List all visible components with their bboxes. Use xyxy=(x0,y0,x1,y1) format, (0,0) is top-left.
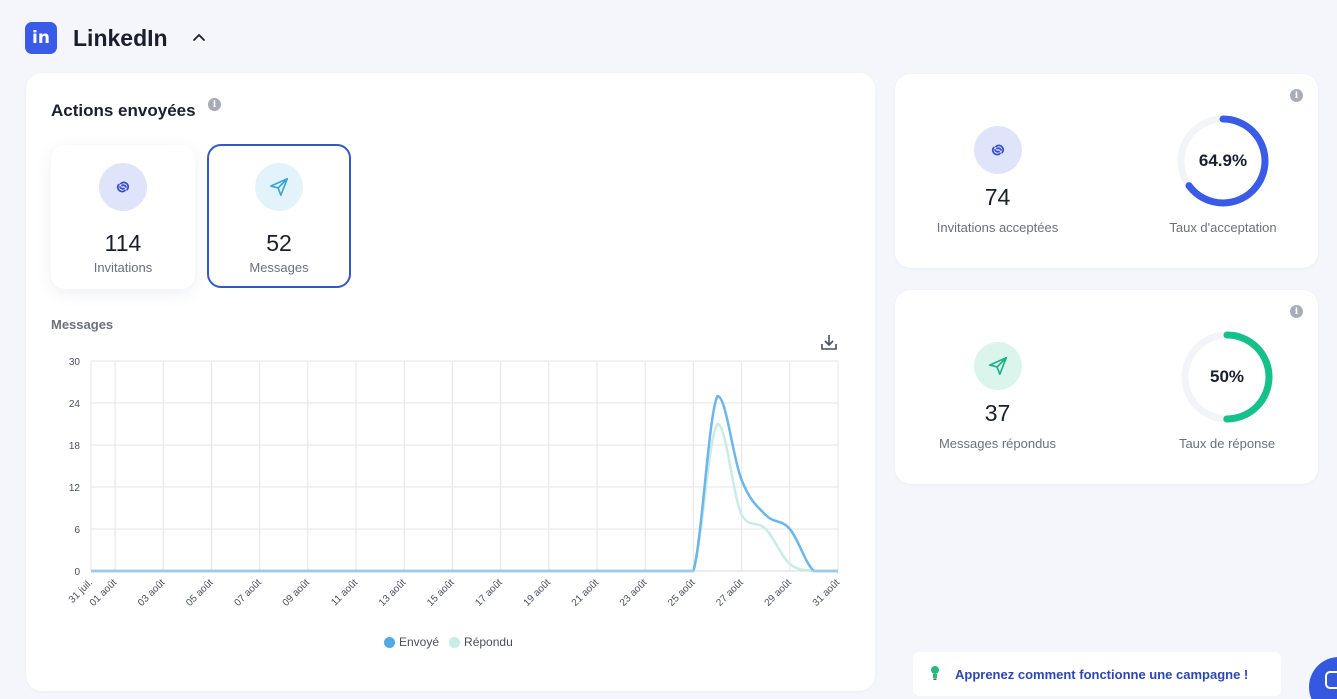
page-header: in LinkedIn xyxy=(25,22,208,54)
actions-title: Actions envoyées xyxy=(51,101,196,120)
link-icon xyxy=(99,163,147,211)
send-icon xyxy=(973,342,1022,390)
help-campaign-link[interactable]: Apprenez comment fonctionne une campagne… xyxy=(913,652,1281,696)
messages-count: 52 xyxy=(266,230,292,256)
x-tick-label: 01 août xyxy=(88,577,120,609)
chat-support-button[interactable] xyxy=(1309,657,1337,699)
x-tick-label: 07 août xyxy=(232,577,264,609)
actions-card: Actions envoyées i 114 Invitations 52 Me… xyxy=(26,73,875,691)
legend-label: Répondu xyxy=(464,635,513,649)
ring-progress xyxy=(1177,115,1269,207)
info-icon[interactable]: i xyxy=(1290,89,1303,102)
download-button[interactable] xyxy=(819,332,839,352)
legend-dot xyxy=(449,636,461,648)
ring-progress xyxy=(1181,331,1273,423)
x-tick-label: 23 août xyxy=(618,577,650,609)
messages-replied-label: Messages répondus xyxy=(938,436,1057,451)
x-tick-label: 13 août xyxy=(377,577,409,609)
messages-replied-block: 37 Messages répondus xyxy=(920,342,1075,451)
page-title: LinkedIn xyxy=(73,24,168,51)
invitations-accepted-block: 74 Invitations acceptées xyxy=(920,126,1075,235)
legend-dot xyxy=(384,636,395,648)
x-tick-label: 21 août xyxy=(570,577,602,609)
messages-label: Messages xyxy=(249,260,309,275)
linkedin-logo-icon: in xyxy=(25,22,57,54)
x-tick-label: 31 août xyxy=(811,577,843,609)
collapse-toggle-button[interactable] xyxy=(190,29,208,47)
series-line-envoye xyxy=(91,394,838,573)
x-tick-label: 25 août xyxy=(666,577,698,609)
invitations-accepted-label: Invitations acceptées xyxy=(936,220,1059,235)
legend-label: Envoyé xyxy=(399,635,440,649)
y-tick-label: 0 xyxy=(74,567,80,578)
legend-item-repondu[interactable]: Répondu xyxy=(449,635,513,649)
invitations-accepted-count: 74 xyxy=(984,184,1011,210)
response-rate-value: 50% xyxy=(1209,367,1245,386)
send-icon xyxy=(255,163,303,211)
invitations-kpi-card: i 74 Invitations acceptées 64.9% Taux d'… xyxy=(895,74,1318,268)
y-tick-label: 6 xyxy=(74,525,80,536)
x-tick-label: 17 août xyxy=(473,577,505,609)
y-tick-label: 12 xyxy=(69,483,81,494)
lightbulb-icon xyxy=(929,665,941,684)
invitations-tile[interactable]: 114 Invitations xyxy=(51,145,195,289)
messages-tile[interactable]: 52 Messages xyxy=(207,144,351,288)
chart-legend: Envoyé Répondu xyxy=(384,635,513,649)
chevron-up-icon xyxy=(192,33,205,41)
x-tick-label: 19 août xyxy=(522,577,554,609)
help-campaign-text: Apprenez comment fonctionne une campagne… xyxy=(955,666,1249,682)
y-tick-label: 24 xyxy=(69,399,81,410)
x-tick-label: 27 août xyxy=(714,577,746,609)
acceptance-rate-label: Taux d'acceptation xyxy=(1169,220,1277,235)
acceptance-rate-ring: 64.9% xyxy=(1173,111,1273,211)
response-rate-ring: 50% xyxy=(1177,327,1277,427)
chat-icon xyxy=(1325,671,1337,689)
y-tick-label: 30 xyxy=(69,357,81,368)
x-tick-label: 15 août xyxy=(425,577,457,609)
x-tick-label: 09 août xyxy=(281,577,313,609)
series-line-repondu xyxy=(91,422,838,573)
x-tick-label: 29 août xyxy=(763,577,795,609)
info-icon[interactable]: i xyxy=(1290,305,1303,318)
x-tick-label: 03 août xyxy=(136,577,168,609)
response-rate-label: Taux de réponse xyxy=(1178,436,1276,451)
download-icon xyxy=(821,335,837,350)
invitations-count: 114 xyxy=(104,230,142,256)
x-tick-label: 05 août xyxy=(184,577,216,609)
info-icon[interactable]: i xyxy=(208,98,221,111)
link-icon xyxy=(973,126,1022,174)
chart-title: Messages xyxy=(51,317,114,332)
x-tick-label: 11 août xyxy=(329,577,360,608)
acceptance-rate-value: 64.9% xyxy=(1198,151,1248,170)
messages-kpi-card: i 37 Messages répondus 50% Taux de répon… xyxy=(895,290,1318,484)
legend-item-envoye[interactable]: Envoyé xyxy=(384,635,439,649)
messages-replied-count: 37 xyxy=(984,400,1011,426)
y-tick-label: 18 xyxy=(69,441,81,452)
invitations-label: Invitations xyxy=(93,260,153,275)
